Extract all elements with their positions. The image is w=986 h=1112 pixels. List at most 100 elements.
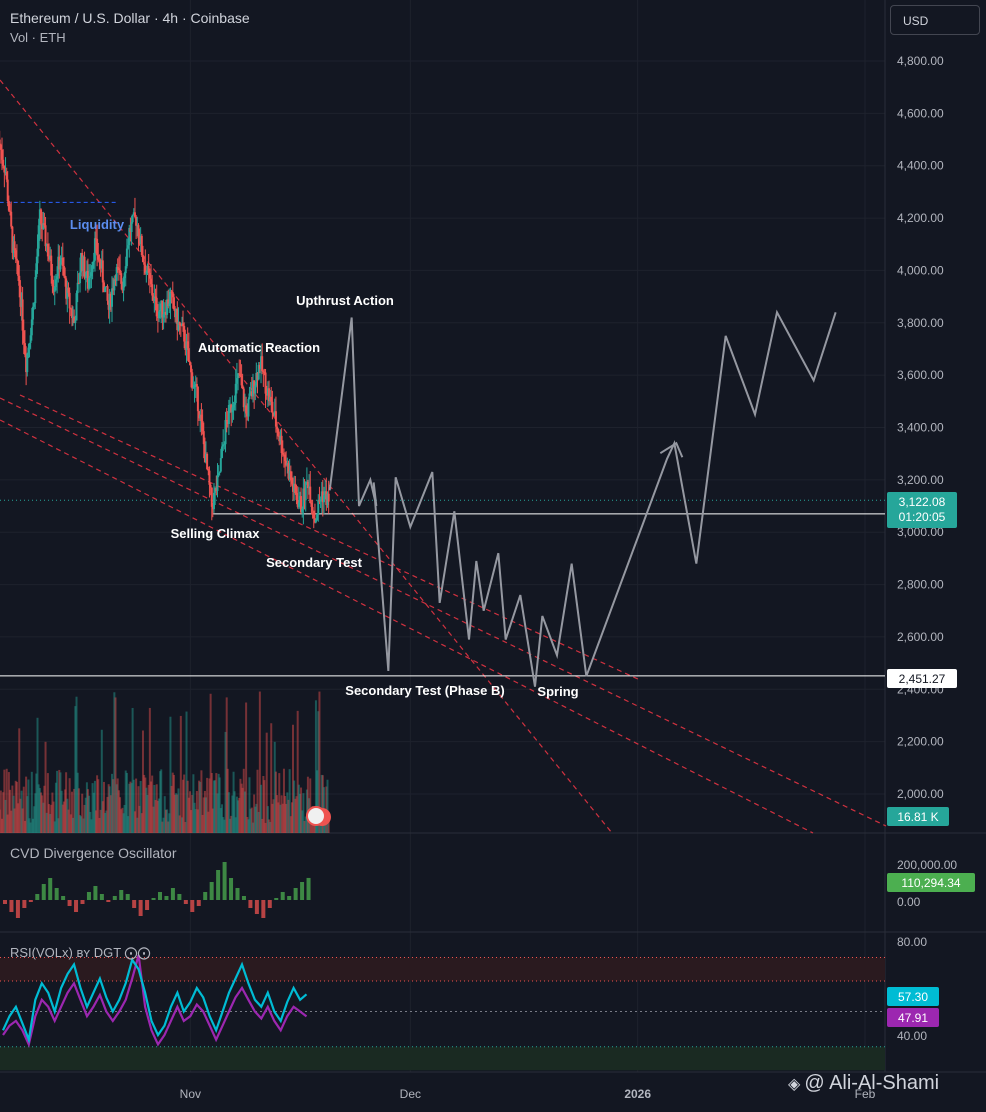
cvd-bar (86, 892, 91, 900)
candle-body (171, 292, 174, 298)
volume-bar (296, 710, 299, 833)
candle-body (43, 223, 46, 226)
volume-bar (199, 781, 202, 833)
volume-bar (162, 817, 165, 833)
candle-body (169, 291, 172, 304)
volume-bar (169, 716, 172, 833)
candle-body (277, 429, 280, 436)
rsi-purple-badge-bg (887, 1008, 939, 1027)
candle-body (49, 255, 52, 260)
volume-bar (196, 809, 199, 833)
volume-bar (48, 804, 51, 833)
candle-body (96, 238, 99, 256)
event-flag-icon (306, 806, 326, 826)
volume-bar (216, 793, 219, 833)
volume-bar (79, 815, 82, 833)
volume-bar (327, 820, 330, 833)
candle-body (93, 238, 96, 261)
volume-bar (132, 779, 135, 833)
volume-bar (49, 814, 52, 833)
cvd-bar (248, 900, 253, 908)
volume-bar (294, 798, 297, 833)
currency-button[interactable]: USD (890, 5, 980, 35)
candle-body (215, 488, 218, 492)
price-tick-label: 3,200.00 (897, 473, 944, 487)
candle-body (132, 212, 135, 215)
volume-bar (41, 795, 44, 833)
cvd-bar (274, 898, 279, 900)
candle-body (325, 491, 328, 505)
volume-bar (204, 797, 207, 833)
candle-body (309, 486, 312, 504)
candle-body (41, 223, 44, 230)
candle-body (311, 506, 314, 511)
cvd-bar (287, 896, 292, 900)
cvd-bar (41, 884, 46, 900)
candle-body (3, 166, 6, 173)
volume-bar (51, 792, 54, 833)
cvd-bar (28, 900, 33, 902)
volume-bar (6, 814, 9, 833)
volume-bar (286, 792, 289, 833)
candle-body (233, 403, 236, 405)
volume-bar (282, 768, 285, 833)
candle-body (104, 286, 107, 293)
volume-bar (15, 781, 18, 833)
volume-bar (104, 812, 107, 833)
candle-body (327, 493, 330, 502)
volume-bar (40, 792, 43, 833)
axis-labels: 4,800.00 4,600.00 4,400.00 4,200.00 4,000.00… (180, 54, 975, 1101)
volume-bar (317, 711, 320, 833)
volume-bar (61, 804, 64, 833)
volume-bar (280, 795, 283, 833)
candle-body (54, 279, 57, 287)
volume-bar (21, 808, 24, 833)
candle-body (313, 518, 316, 523)
volume-bar (75, 696, 78, 833)
candle-body (60, 257, 63, 261)
candle-body (122, 278, 125, 291)
volume-bar (191, 794, 194, 833)
candle-body (201, 421, 204, 432)
candle-body (81, 252, 84, 271)
volume-bar (22, 786, 25, 833)
candle-body (308, 486, 311, 489)
projection-path (328, 309, 837, 687)
candle-body (304, 482, 307, 501)
candle-body (269, 396, 272, 402)
volume-bar (287, 799, 290, 833)
candle-body (207, 469, 210, 471)
candle-body (229, 404, 232, 406)
candle-body (30, 319, 33, 336)
candle-body (150, 278, 153, 285)
candle-body (240, 375, 243, 386)
candle-body (256, 372, 259, 380)
volume-bar (230, 815, 233, 833)
candle-body (91, 261, 94, 273)
volume-bar (113, 692, 116, 833)
volume-bar (253, 794, 256, 833)
volume-bar (72, 817, 74, 833)
candle-body (143, 262, 146, 265)
volume-bar (153, 784, 156, 833)
candle-body (185, 341, 188, 350)
candle-body (10, 211, 13, 227)
volume-bar (202, 797, 205, 833)
volume-bar (45, 812, 48, 833)
volume-bar (129, 781, 132, 833)
volume-bar (258, 691, 261, 833)
cvd-bar (280, 892, 285, 900)
candle-body (80, 252, 83, 273)
time-tick-label: Feb (855, 1087, 876, 1101)
current-price-badge: 3,122.08 (899, 495, 946, 509)
volume-bar (260, 784, 263, 833)
candle-body (102, 282, 105, 293)
volume-bar (109, 795, 112, 833)
volume-bar (127, 816, 130, 833)
candle-body (144, 264, 147, 274)
candle-body (139, 235, 142, 244)
time-tick-label: Nov (180, 1087, 201, 1101)
cvd-bar (93, 886, 98, 900)
binance-logo-icon: ◈ (788, 1076, 801, 1093)
